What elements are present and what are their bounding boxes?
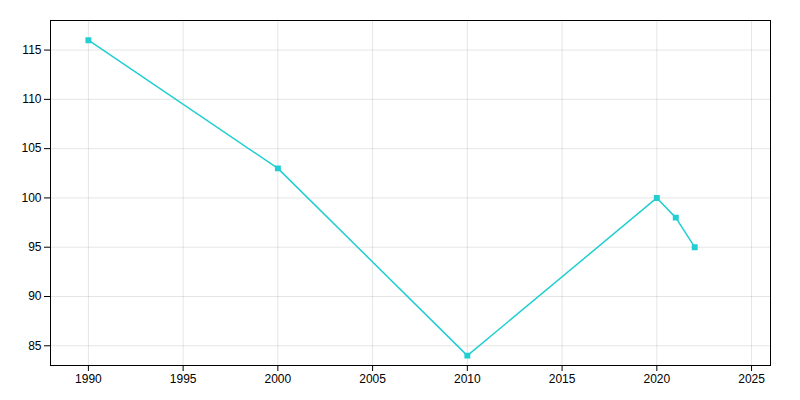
- svg-text:95: 95: [28, 240, 42, 254]
- svg-text:1995: 1995: [170, 372, 197, 386]
- svg-text:90: 90: [28, 289, 42, 303]
- svg-text:2000: 2000: [265, 372, 292, 386]
- svg-text:1990: 1990: [75, 372, 102, 386]
- svg-text:105: 105: [21, 141, 41, 155]
- svg-text:85: 85: [28, 339, 42, 353]
- svg-text:2010: 2010: [454, 372, 481, 386]
- svg-text:2020: 2020: [643, 372, 670, 386]
- svg-text:2025: 2025: [738, 372, 765, 386]
- svg-text:110: 110: [22, 92, 41, 106]
- svg-text:2005: 2005: [359, 372, 386, 386]
- svg-text:2015: 2015: [549, 372, 576, 386]
- svg-text:115: 115: [22, 43, 41, 57]
- svg-text:100: 100: [21, 191, 41, 205]
